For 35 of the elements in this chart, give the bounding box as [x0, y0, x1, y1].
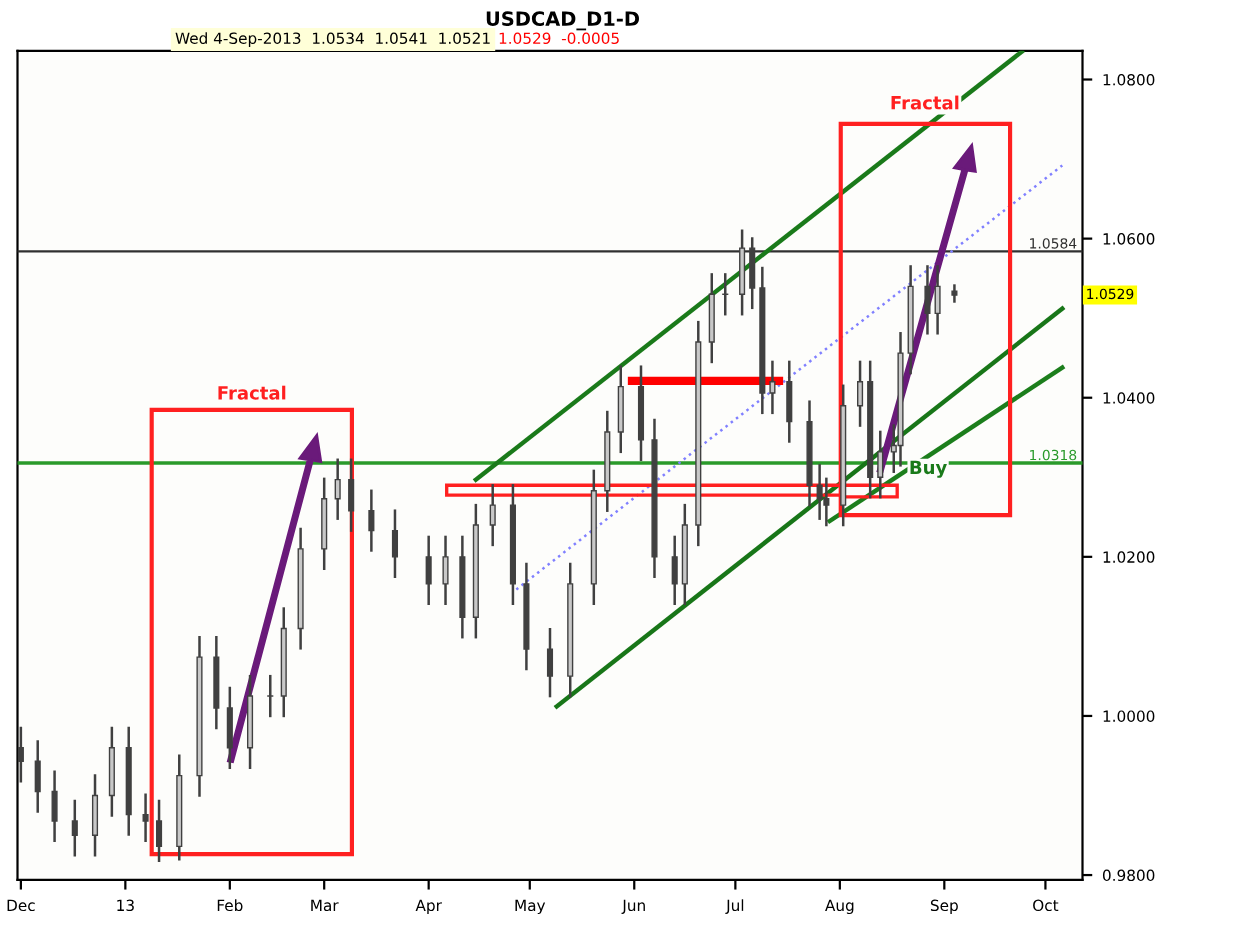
candlestick	[91, 774, 99, 857]
annotation: Fractal	[218, 385, 286, 400]
candlestick	[34, 740, 41, 813]
candlestick	[951, 284, 958, 303]
candlestick	[769, 360, 776, 415]
candlestick	[368, 489, 375, 552]
candlestick	[155, 799, 163, 862]
candlestick	[786, 360, 793, 443]
candlestick	[739, 229, 746, 316]
candlestick	[226, 686, 233, 769]
candlestick	[442, 535, 449, 606]
annotation: Fractal	[891, 95, 959, 110]
candlestick	[142, 793, 149, 843]
candlestick	[934, 265, 941, 335]
candlestick	[546, 627, 554, 698]
candlestick	[816, 464, 823, 520]
candlestick	[51, 770, 58, 843]
candlestick	[108, 726, 115, 817]
candlestick	[857, 360, 864, 427]
annotation: Buy	[910, 460, 947, 478]
candlestick	[617, 365, 624, 454]
candlestick	[877, 430, 884, 499]
candlestick	[71, 799, 78, 857]
candlestick	[334, 458, 341, 520]
candlestick	[489, 483, 496, 547]
candlestick	[924, 265, 931, 335]
candlestick	[425, 535, 432, 606]
candlestick	[391, 509, 399, 578]
candlestick	[671, 535, 678, 606]
candlestick	[17, 726, 24, 783]
chart-title: USDCAD_D1-D	[486, 11, 639, 31]
candlestick	[348, 458, 355, 532]
candlestick	[749, 237, 756, 310]
candlestick	[267, 674, 274, 718]
candlestick	[708, 273, 715, 364]
